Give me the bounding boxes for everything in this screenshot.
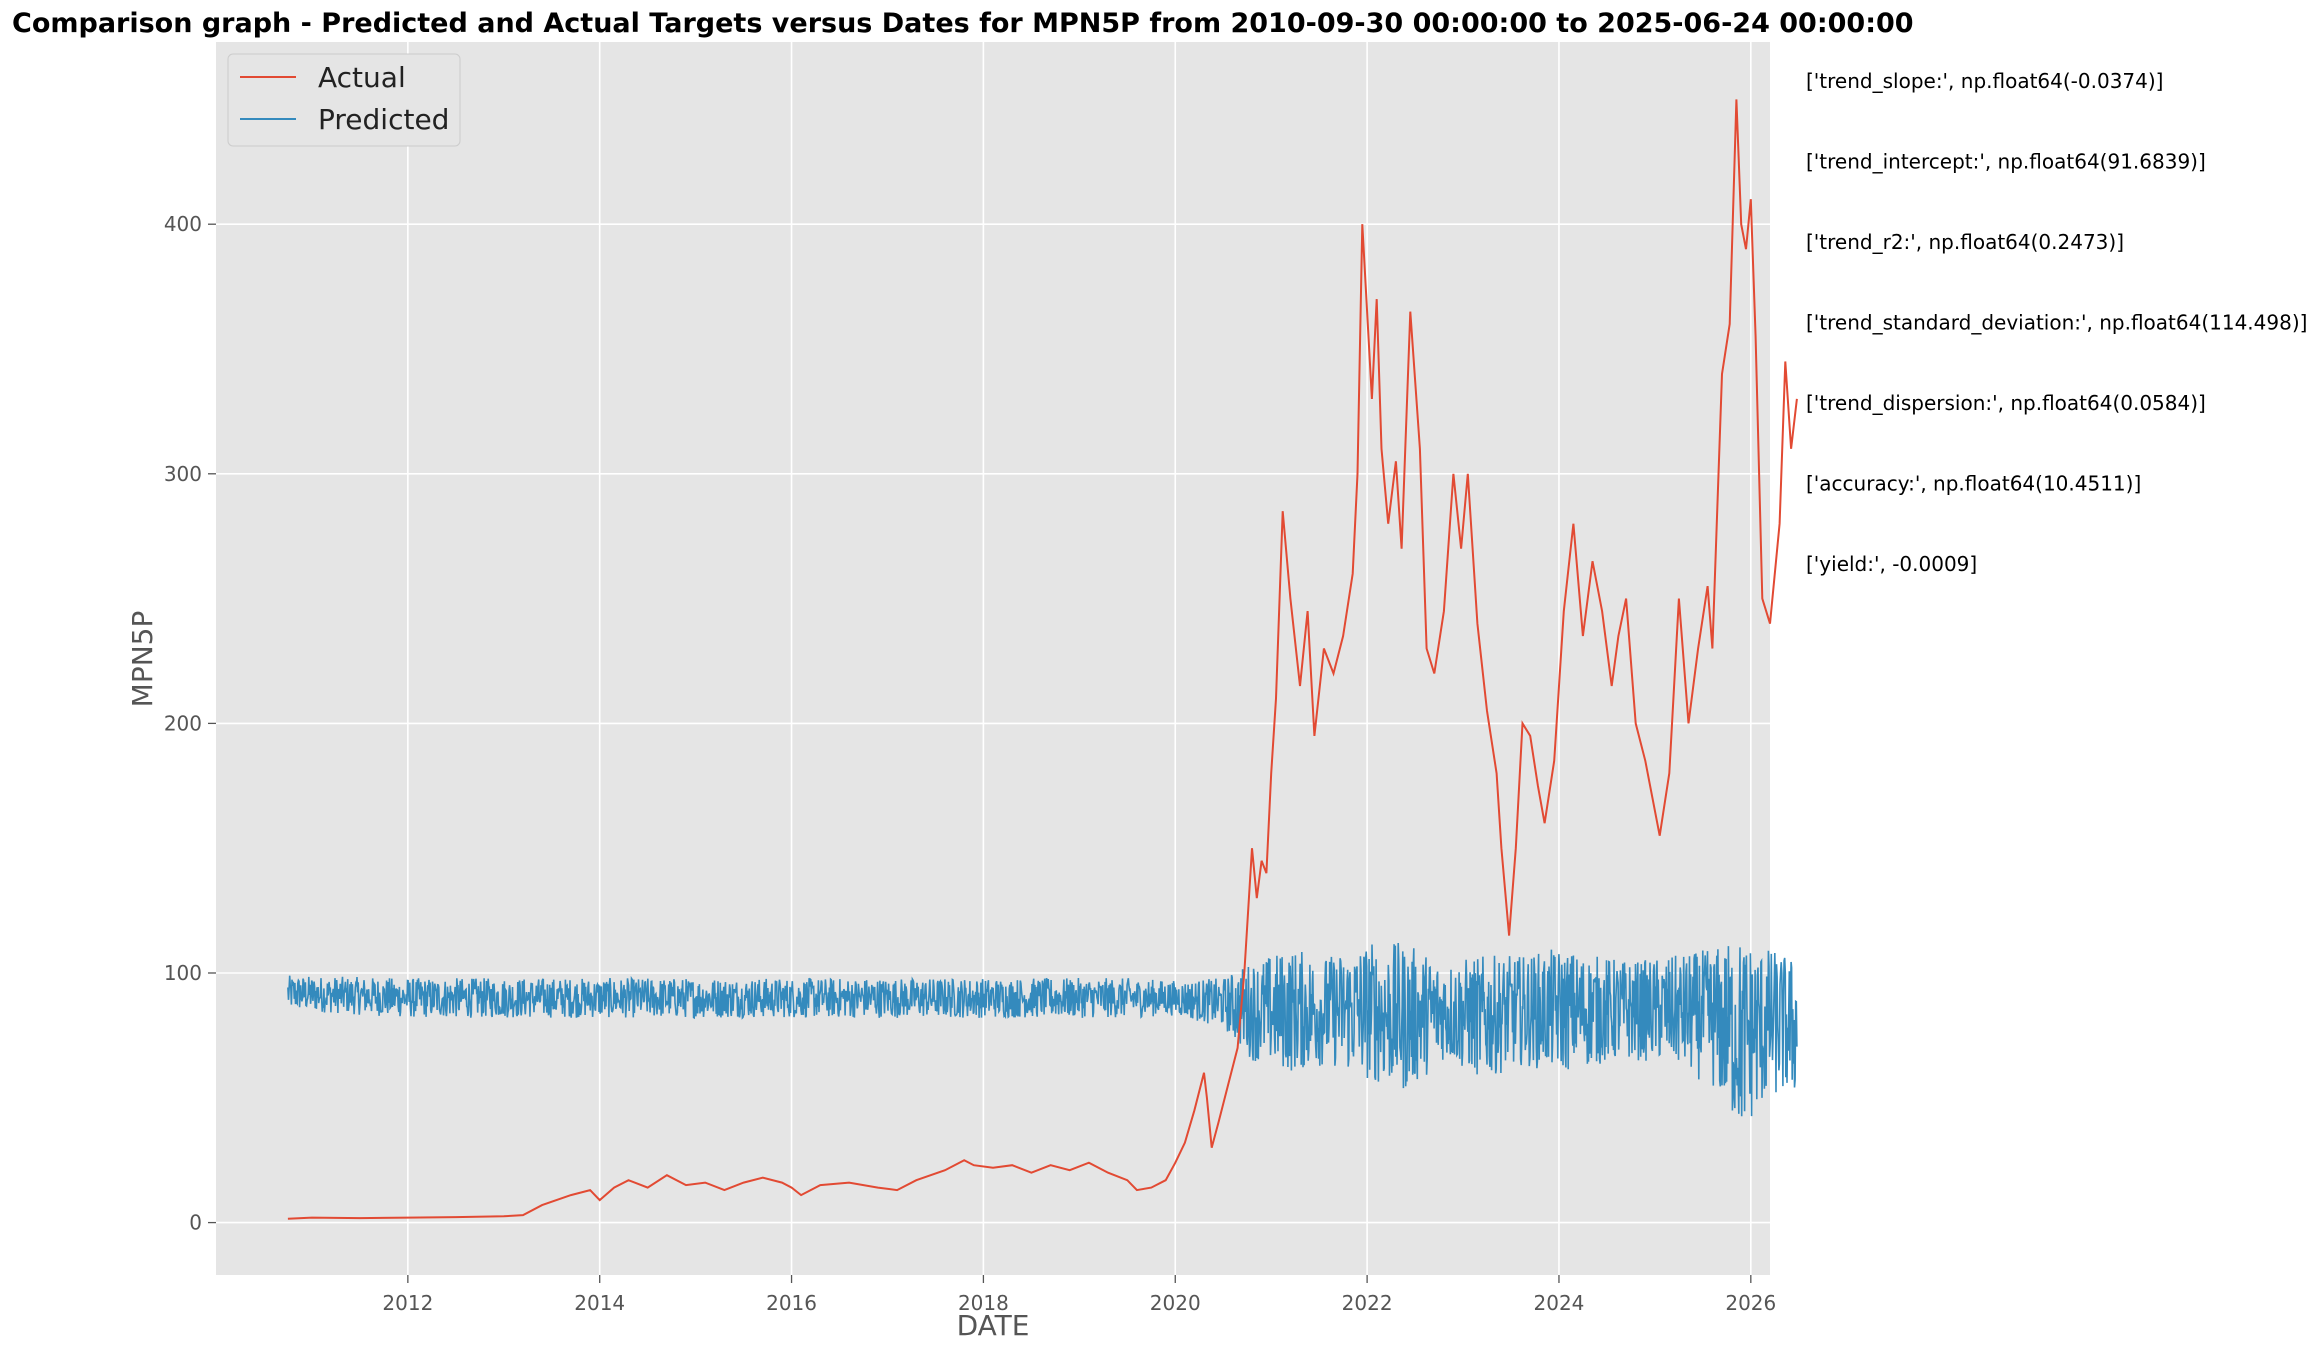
x-tick-label: 2026 (1725, 1291, 1776, 1315)
annotation-text: ['trend_intercept:', np.float64(91.6839)… (1806, 150, 2206, 174)
legend: Actual Predicted (227, 53, 461, 147)
x-tick-label: 2016 (766, 1291, 817, 1315)
x-axis-label: DATE (957, 1309, 1030, 1342)
x-tick-label: 2018 (958, 1291, 1009, 1315)
y-tick-label: 400 (164, 212, 202, 236)
x-tick-label: 2012 (382, 1291, 433, 1315)
predicted-line (287, 942, 1798, 1117)
x-tick-label: 2022 (1342, 1291, 1393, 1315)
legend-label: Actual (318, 61, 406, 94)
x-tick-label: 2024 (1534, 1291, 1585, 1315)
annotations: ['trend_slope:', np.float64(-0.0374)] ['t… (1806, 69, 2307, 576)
annotation-text: ['trend_slope:', np.float64(-0.0374)] (1806, 69, 2163, 93)
x-tick-label: 2020 (1150, 1291, 1201, 1315)
plot-area (216, 42, 1770, 1275)
chart-title: Comparison graph - Predicted and Actual … (12, 8, 1914, 39)
annotation-text: ['trend_standard_deviation:', np.float64… (1806, 311, 2307, 335)
grid (216, 42, 1770, 1275)
x-tick-label: 2014 (574, 1291, 625, 1315)
y-tick-label: 0 (189, 1211, 202, 1235)
annotation-text: ['trend_dispersion:', np.float64(0.0584)… (1806, 391, 2206, 415)
annotation-text: ['accuracy:', np.float64(10.4511)] (1806, 472, 2141, 496)
legend-label: Predicted (318, 103, 449, 136)
actual-line (287, 99, 1798, 1220)
y-tick-label: 200 (164, 711, 202, 735)
annotation-text: ['trend_r2:', np.float64(0.2473)] (1806, 230, 2124, 254)
series-layer (287, 99, 1798, 1220)
y-axis-label: MPN5P (126, 611, 159, 708)
annotation-text: ['yield:', -0.0009] (1806, 552, 1977, 576)
y-tick-label: 300 (164, 462, 202, 486)
y-tick-label: 100 (164, 961, 202, 985)
axis-ticks: 2012 2014 2016 2018 2020 2022 2024 2026 0 100 200 3… (164, 212, 1776, 1315)
